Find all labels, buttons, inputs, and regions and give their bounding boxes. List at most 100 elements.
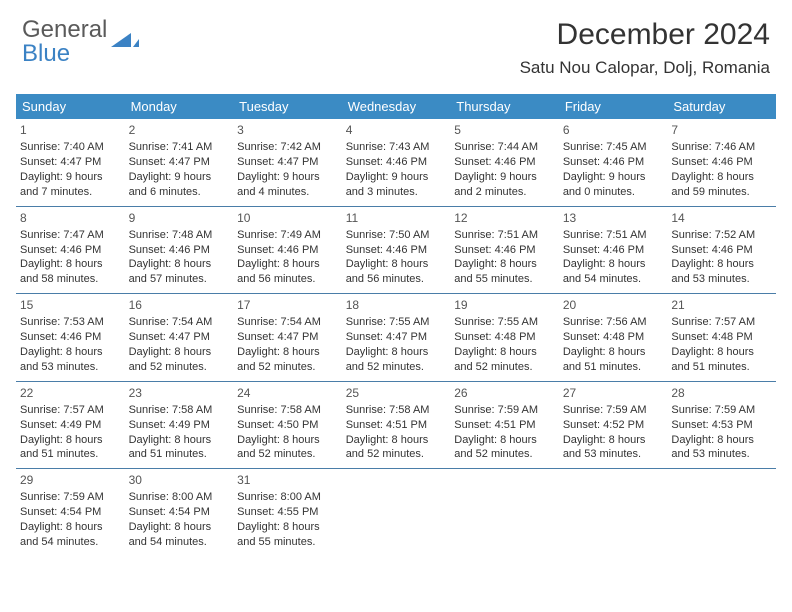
cell-text: Sunset: 4:46 PM (671, 155, 772, 170)
cell-text: Daylight: 8 hours (563, 257, 664, 272)
cell-text: and 54 minutes. (129, 535, 230, 550)
cell-text: Sunset: 4:46 PM (237, 243, 338, 258)
cell-text: and 52 minutes. (346, 360, 447, 375)
cell-text: Sunset: 4:46 PM (20, 243, 121, 258)
cell-text: Sunset: 4:46 PM (346, 243, 447, 258)
cell-text: Sunset: 4:47 PM (237, 330, 338, 345)
calendar-cell: 8Sunrise: 7:47 AMSunset: 4:46 PMDaylight… (16, 206, 125, 294)
day-header: Saturday (667, 94, 776, 119)
cell-text: Sunset: 4:48 PM (563, 330, 664, 345)
cell-text: and 51 minutes. (563, 360, 664, 375)
cell-text: and 52 minutes. (346, 447, 447, 462)
day-number: 31 (237, 472, 338, 488)
cell-text: and 4 minutes. (237, 185, 338, 200)
calendar-cell: 2Sunrise: 7:41 AMSunset: 4:47 PMDaylight… (125, 119, 234, 206)
calendar-thead: Sunday Monday Tuesday Wednesday Thursday… (16, 94, 776, 119)
calendar-cell: 6Sunrise: 7:45 AMSunset: 4:46 PMDaylight… (559, 119, 668, 206)
cell-text: Sunrise: 7:59 AM (20, 490, 121, 505)
logo: General Blue (22, 18, 139, 66)
calendar-cell (559, 469, 668, 556)
cell-text: Sunset: 4:46 PM (563, 155, 664, 170)
title-block: December 2024 Satu Nou Calopar, Dolj, Ro… (520, 18, 770, 78)
cell-text: Daylight: 8 hours (671, 433, 772, 448)
cell-text: Daylight: 8 hours (346, 345, 447, 360)
cell-text: Sunrise: 7:59 AM (671, 403, 772, 418)
cell-text: Sunset: 4:46 PM (454, 243, 555, 258)
cell-text: Sunrise: 7:52 AM (671, 228, 772, 243)
day-number: 18 (346, 297, 447, 313)
cell-text: Daylight: 9 hours (237, 170, 338, 185)
cell-text: Daylight: 8 hours (454, 345, 555, 360)
cell-text: Daylight: 8 hours (20, 433, 121, 448)
calendar-cell (342, 469, 451, 556)
day-number: 14 (671, 210, 772, 226)
cell-text: Sunset: 4:54 PM (129, 505, 230, 520)
cell-text: Sunset: 4:54 PM (20, 505, 121, 520)
logo-triangle-icon (111, 29, 139, 56)
cell-text: and 55 minutes. (454, 272, 555, 287)
cell-text: Sunset: 4:47 PM (20, 155, 121, 170)
calendar-cell: 3Sunrise: 7:42 AMSunset: 4:47 PMDaylight… (233, 119, 342, 206)
cell-text: and 53 minutes. (20, 360, 121, 375)
cell-text: Sunrise: 7:47 AM (20, 228, 121, 243)
day-number: 19 (454, 297, 555, 313)
cell-text: Daylight: 8 hours (563, 433, 664, 448)
month-title: December 2024 (520, 18, 770, 52)
cell-text: and 59 minutes. (671, 185, 772, 200)
day-number: 9 (129, 210, 230, 226)
calendar-cell (667, 469, 776, 556)
calendar-row: 8Sunrise: 7:47 AMSunset: 4:46 PMDaylight… (16, 206, 776, 294)
cell-text: Sunrise: 7:45 AM (563, 140, 664, 155)
cell-text: and 6 minutes. (129, 185, 230, 200)
cell-text: Sunset: 4:49 PM (20, 418, 121, 433)
calendar-cell: 26Sunrise: 7:59 AMSunset: 4:51 PMDayligh… (450, 381, 559, 469)
cell-text: Daylight: 8 hours (237, 520, 338, 535)
cell-text: Daylight: 8 hours (454, 433, 555, 448)
cell-text: and 57 minutes. (129, 272, 230, 287)
cell-text: Sunset: 4:53 PM (671, 418, 772, 433)
calendar-cell: 17Sunrise: 7:54 AMSunset: 4:47 PMDayligh… (233, 294, 342, 382)
page-header: General Blue December 2024 Satu Nou Calo… (0, 0, 792, 86)
cell-text: Sunrise: 7:54 AM (129, 315, 230, 330)
calendar-cell: 24Sunrise: 7:58 AMSunset: 4:50 PMDayligh… (233, 381, 342, 469)
day-header: Wednesday (342, 94, 451, 119)
location-subtitle: Satu Nou Calopar, Dolj, Romania (520, 58, 770, 78)
day-number: 5 (454, 122, 555, 138)
day-header-row: Sunday Monday Tuesday Wednesday Thursday… (16, 94, 776, 119)
day-number: 29 (20, 472, 121, 488)
cell-text: and 54 minutes. (20, 535, 121, 550)
cell-text: Sunrise: 7:44 AM (454, 140, 555, 155)
cell-text: Sunset: 4:46 PM (346, 155, 447, 170)
cell-text: Daylight: 9 hours (454, 170, 555, 185)
cell-text: Daylight: 8 hours (671, 345, 772, 360)
cell-text: Daylight: 8 hours (129, 257, 230, 272)
cell-text: and 7 minutes. (20, 185, 121, 200)
day-number: 12 (454, 210, 555, 226)
cell-text: Sunset: 4:48 PM (671, 330, 772, 345)
cell-text: Sunset: 4:49 PM (129, 418, 230, 433)
day-header: Sunday (16, 94, 125, 119)
cell-text: Sunrise: 7:40 AM (20, 140, 121, 155)
day-number: 7 (671, 122, 772, 138)
calendar-cell: 31Sunrise: 8:00 AMSunset: 4:55 PMDayligh… (233, 469, 342, 556)
day-number: 28 (671, 385, 772, 401)
day-number: 3 (237, 122, 338, 138)
cell-text: and 3 minutes. (346, 185, 447, 200)
cell-text: Sunrise: 7:59 AM (563, 403, 664, 418)
cell-text: Daylight: 8 hours (129, 345, 230, 360)
cell-text: Sunset: 4:46 PM (20, 330, 121, 345)
cell-text: Sunrise: 7:54 AM (237, 315, 338, 330)
cell-text: Daylight: 8 hours (20, 257, 121, 272)
cell-text: and 52 minutes. (454, 360, 555, 375)
cell-text: Daylight: 8 hours (346, 257, 447, 272)
calendar-cell: 5Sunrise: 7:44 AMSunset: 4:46 PMDaylight… (450, 119, 559, 206)
cell-text: Sunrise: 8:00 AM (129, 490, 230, 505)
day-number: 16 (129, 297, 230, 313)
cell-text: Sunrise: 7:55 AM (454, 315, 555, 330)
cell-text: and 52 minutes. (237, 447, 338, 462)
day-number: 2 (129, 122, 230, 138)
calendar-cell: 7Sunrise: 7:46 AMSunset: 4:46 PMDaylight… (667, 119, 776, 206)
cell-text: Daylight: 8 hours (671, 257, 772, 272)
calendar-cell: 11Sunrise: 7:50 AMSunset: 4:46 PMDayligh… (342, 206, 451, 294)
day-number: 21 (671, 297, 772, 313)
